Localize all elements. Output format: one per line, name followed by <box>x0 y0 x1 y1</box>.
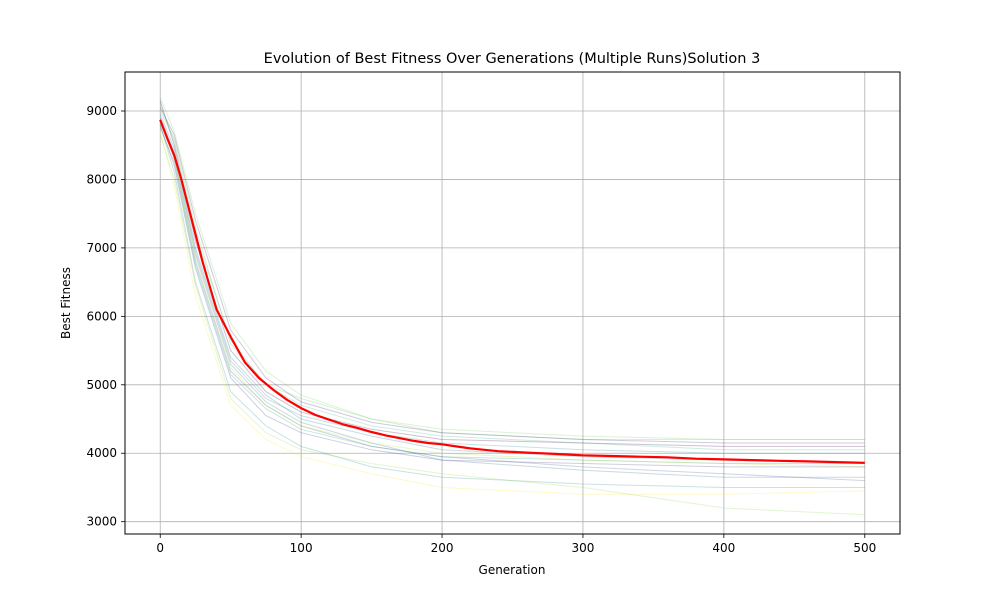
y-tick-label: 4000 <box>86 446 117 460</box>
run-lines <box>159 97 865 516</box>
x-axis-ticks: 0 100 200 300 400 500 <box>156 534 876 555</box>
y-tick-label: 9000 <box>86 104 117 118</box>
run-line <box>159 107 865 444</box>
run-line <box>159 114 865 464</box>
run-line <box>159 97 865 440</box>
y-tick-label: 6000 <box>86 309 117 323</box>
x-tick-label: 400 <box>712 541 735 555</box>
mean-line <box>159 119 865 464</box>
run-line <box>159 124 865 468</box>
x-tick-label: 100 <box>290 541 313 555</box>
plot-frame <box>124 71 901 535</box>
run-line <box>159 124 865 488</box>
grid <box>125 72 900 534</box>
x-tick-label: 300 <box>572 541 595 555</box>
x-tick-label: 500 <box>853 541 876 555</box>
x-tick-label: 200 <box>431 541 454 555</box>
mean-line-group <box>159 119 865 464</box>
y-axis-ticks: 3000 4000 5000 6000 7000 8000 9000 <box>86 104 125 529</box>
run-line <box>159 121 865 468</box>
run-line <box>159 110 865 440</box>
run-line <box>159 121 865 478</box>
run-line <box>159 117 865 482</box>
y-tick-label: 7000 <box>86 241 117 255</box>
y-tick-label: 3000 <box>86 515 117 529</box>
x-axis-label: Generation <box>479 563 546 577</box>
chart-title: Evolution of Best Fitness Over Generatio… <box>264 51 761 67</box>
run-line <box>159 131 865 495</box>
y-axis-label: Best Fitness <box>59 267 73 339</box>
run-line <box>159 117 865 454</box>
run-line <box>159 134 865 516</box>
y-tick-label: 5000 <box>86 378 117 392</box>
y-tick-label: 8000 <box>86 172 117 186</box>
x-tick-label: 0 <box>156 541 164 555</box>
run-line <box>159 127 865 464</box>
